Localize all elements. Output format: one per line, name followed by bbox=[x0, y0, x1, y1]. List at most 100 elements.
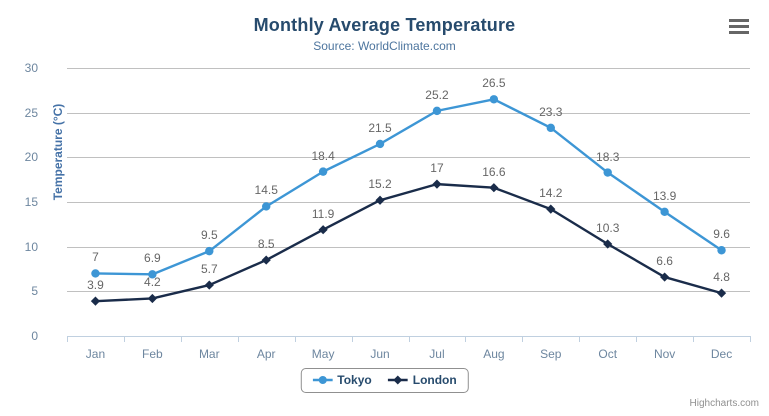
x-axis-tick-mark bbox=[123, 336, 125, 342]
data-label: 3.9 bbox=[87, 278, 104, 293]
data-point-tokyo[interactable] bbox=[660, 207, 669, 217]
data-point-tokyo[interactable] bbox=[205, 246, 214, 256]
data-point-tokyo[interactable] bbox=[546, 123, 555, 133]
data-label: 23.3 bbox=[539, 104, 563, 119]
data-point-london[interactable] bbox=[261, 255, 271, 265]
data-point-tokyo[interactable] bbox=[148, 270, 157, 279]
x-axis-tick-mark bbox=[67, 336, 68, 342]
legend-symbol-london-icon bbox=[387, 375, 408, 385]
x-axis-tick-mark bbox=[294, 336, 296, 342]
data-label: 5.7 bbox=[200, 262, 218, 277]
x-axis-tick-mark bbox=[237, 336, 239, 342]
data-label: 11.9 bbox=[311, 206, 335, 221]
y-axis-tick-label: 15 bbox=[24, 195, 38, 209]
y-axis-tick-label: 25 bbox=[24, 105, 38, 120]
x-axis-tick-mark bbox=[750, 336, 751, 342]
data-label: 18.4 bbox=[311, 148, 335, 163]
data-point-london[interactable] bbox=[603, 239, 613, 249]
x-axis-tick-mark bbox=[579, 336, 581, 342]
series-line-tokyo bbox=[94, 98, 723, 276]
x-axis-tick-label: Aug bbox=[483, 347, 505, 361]
data-label: 6.6 bbox=[656, 254, 673, 269]
data-label: 21.5 bbox=[368, 120, 392, 135]
data-point-london[interactable] bbox=[432, 179, 442, 189]
data-label: 18.3 bbox=[596, 149, 620, 164]
data-label: 26.5 bbox=[482, 76, 506, 91]
hamburger-menu-icon[interactable] bbox=[727, 16, 751, 38]
gridline bbox=[67, 202, 750, 203]
x-axis-tick-label: Apr bbox=[256, 347, 276, 361]
data-point-london[interactable] bbox=[147, 293, 157, 304]
data-label: 16.6 bbox=[482, 164, 506, 179]
legend-label: Tokyo bbox=[337, 373, 372, 387]
data-point-tokyo[interactable] bbox=[717, 246, 726, 255]
data-label: 8.5 bbox=[257, 237, 275, 252]
x-axis-tick-label: Oct bbox=[598, 347, 618, 361]
x-axis-tick-mark bbox=[408, 336, 410, 342]
gridline bbox=[67, 112, 750, 114]
data-point-london[interactable] bbox=[546, 204, 556, 214]
data-label: 4.8 bbox=[713, 270, 730, 285]
y-axis-tick-label: 0 bbox=[31, 329, 38, 343]
data-point-tokyo[interactable] bbox=[375, 139, 385, 149]
x-axis-tick-mark bbox=[180, 336, 182, 342]
y-axis-tick-label: 20 bbox=[24, 150, 38, 165]
data-point-london[interactable] bbox=[489, 183, 499, 193]
legend-label: London bbox=[412, 373, 457, 387]
data-label: 15.2 bbox=[368, 177, 392, 192]
y-axis-tick-label: 10 bbox=[24, 239, 38, 254]
data-point-tokyo[interactable] bbox=[262, 202, 271, 211]
x-axis-tick-label: Dec bbox=[710, 347, 733, 361]
data-label: 9.5 bbox=[200, 228, 218, 243]
data-point-tokyo[interactable] bbox=[318, 167, 328, 176]
x-axis-tick-mark bbox=[351, 336, 353, 342]
x-axis-tick-mark bbox=[693, 336, 695, 342]
chart-title: Monthly Average Temperature bbox=[253, 15, 516, 35]
data-point-tokyo[interactable] bbox=[91, 269, 100, 278]
x-axis-tick-label: Nov bbox=[653, 347, 676, 361]
x-axis-tick-label: Jul bbox=[429, 347, 445, 361]
series-line-london bbox=[94, 182, 723, 303]
gridline bbox=[67, 68, 750, 69]
data-point-london[interactable] bbox=[375, 195, 385, 205]
data-label: 4.2 bbox=[144, 275, 161, 290]
y-axis-tick-label: 30 bbox=[24, 61, 38, 75]
data-point-tokyo[interactable] bbox=[432, 106, 442, 116]
data-point-london[interactable] bbox=[716, 288, 727, 298]
data-label: 9.6 bbox=[713, 227, 730, 242]
legend-symbol-tokyo-icon bbox=[312, 376, 333, 384]
data-label: 13.9 bbox=[652, 188, 677, 203]
chart-legend: Tokyo London bbox=[300, 368, 469, 393]
data-label: 17 bbox=[430, 161, 444, 176]
gridline bbox=[67, 291, 750, 293]
data-point-tokyo[interactable] bbox=[489, 95, 499, 104]
hamburger-bar bbox=[729, 31, 749, 34]
hamburger-bar bbox=[729, 19, 749, 22]
legend-item-london[interactable]: London bbox=[387, 373, 457, 387]
credits-link[interactable]: Highcharts.com bbox=[689, 398, 759, 409]
gridline bbox=[67, 246, 750, 248]
x-axis-tick-label: Mar bbox=[198, 347, 220, 361]
legend-item-tokyo[interactable]: Tokyo bbox=[312, 373, 372, 387]
gridline bbox=[67, 157, 750, 159]
data-point-tokyo[interactable] bbox=[603, 168, 612, 177]
y-axis-title: Temperature (°C) bbox=[51, 103, 65, 201]
data-label: 10.3 bbox=[596, 220, 620, 235]
hamburger-bar bbox=[729, 25, 749, 28]
data-label: 25.2 bbox=[425, 87, 449, 102]
data-label: 7 bbox=[92, 250, 99, 265]
data-label: 6.9 bbox=[144, 251, 161, 266]
data-point-london[interactable] bbox=[204, 280, 214, 290]
x-axis-tick-label: May bbox=[311, 347, 335, 361]
x-axis-tick-label: Sep bbox=[540, 347, 562, 361]
data-point-london[interactable] bbox=[318, 225, 328, 235]
data-point-london[interactable] bbox=[90, 296, 101, 306]
x-axis-tick-label: Jan bbox=[85, 347, 106, 361]
x-axis-tick-mark bbox=[465, 336, 467, 342]
chart-subtitle: Source: WorldClimate.com bbox=[313, 39, 456, 53]
data-label: 14.5 bbox=[254, 183, 278, 198]
y-axis-tick-label: 5 bbox=[31, 284, 38, 299]
x-axis-tick-mark bbox=[522, 336, 524, 342]
x-axis-tick-label: Feb bbox=[142, 347, 163, 361]
